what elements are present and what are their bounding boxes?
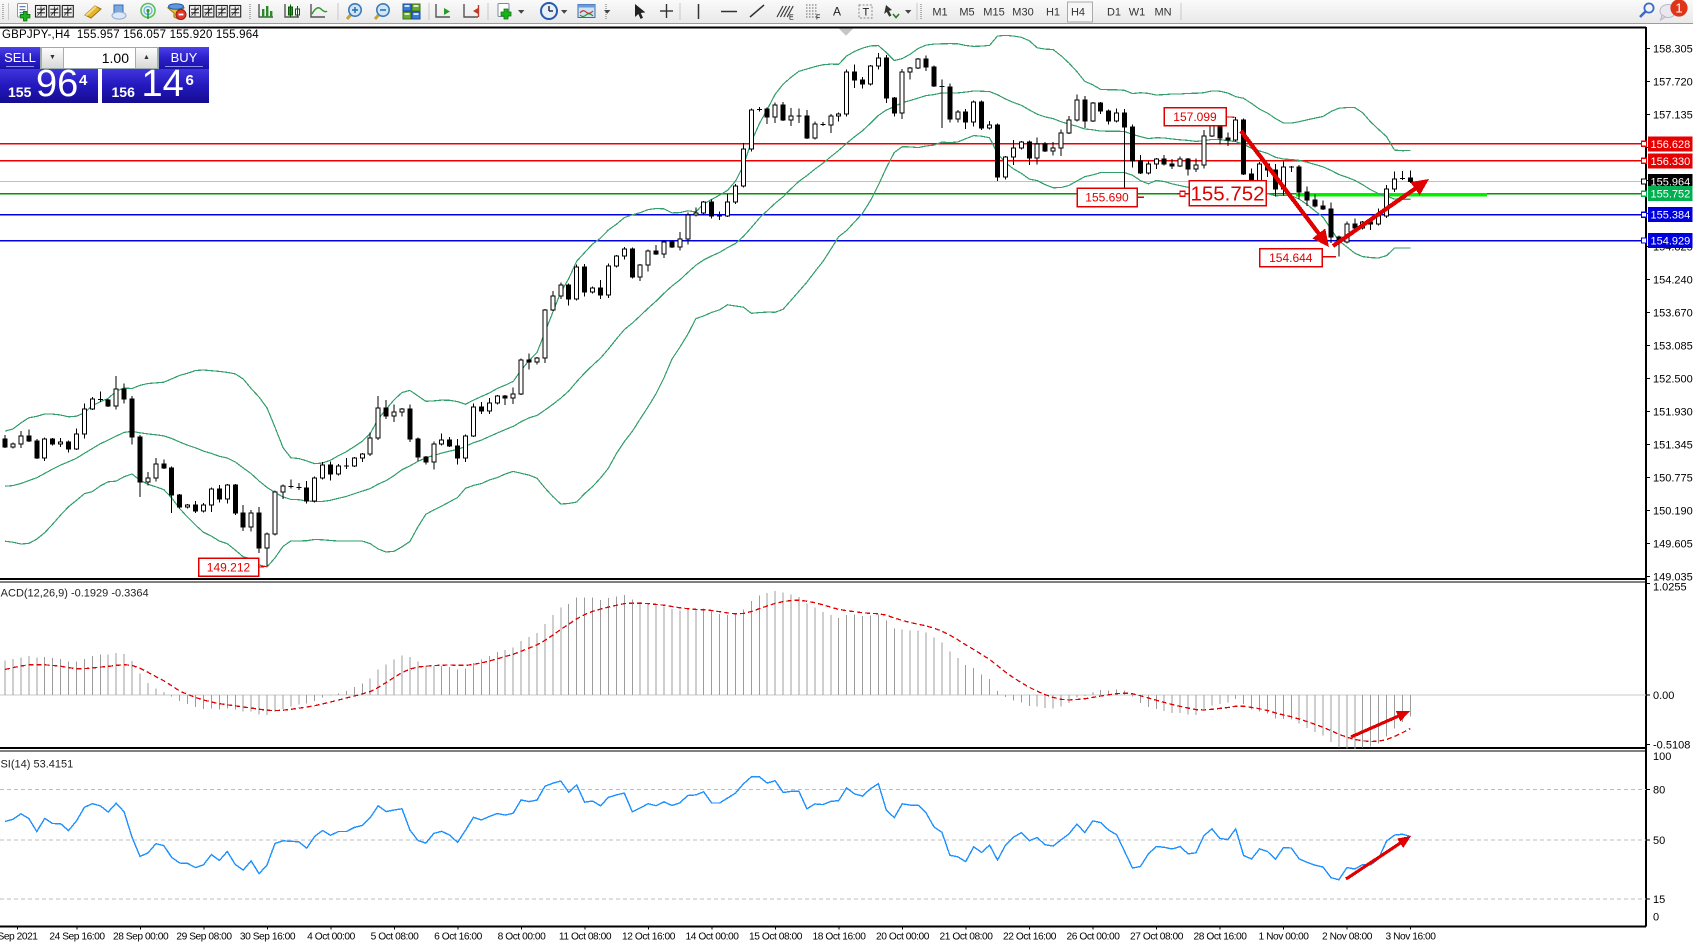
svg-text:28 Oct 16:00: 28 Oct 16:00 — [1194, 932, 1248, 943]
svg-text:A: A — [833, 5, 841, 19]
svg-text:14 Oct 00:00: 14 Oct 00:00 — [686, 932, 740, 943]
svg-text:157.720: 157.720 — [1653, 76, 1693, 88]
svg-text:28 Sep 00:00: 28 Sep 00:00 — [113, 932, 169, 943]
svg-text:2 Nov 08:00: 2 Nov 08:00 — [1322, 932, 1373, 943]
svg-text:MACD(12,26,9) -0.1929 -0.3364: MACD(12,26,9) -0.1929 -0.3364 — [0, 588, 149, 600]
svg-text:153.085: 153.085 — [1653, 340, 1693, 352]
svg-text:151.930: 151.930 — [1653, 406, 1693, 418]
svg-text:M15: M15 — [983, 7, 1004, 19]
svg-text:1 Nov 00:00: 1 Nov 00:00 — [1259, 932, 1310, 943]
svg-text:157.135: 157.135 — [1653, 109, 1693, 121]
svg-text:-0.5108: -0.5108 — [1653, 740, 1690, 752]
svg-text:50: 50 — [1653, 835, 1665, 847]
svg-text:80: 80 — [1653, 785, 1665, 797]
svg-text:E: E — [789, 15, 794, 22]
svg-text:156.628: 156.628 — [1651, 139, 1691, 151]
svg-text:24 Sep 16:00: 24 Sep 16:00 — [49, 932, 105, 943]
svg-text:F: F — [816, 15, 820, 22]
svg-text:150.190: 150.190 — [1653, 505, 1693, 517]
svg-text:149.212: 149.212 — [207, 560, 251, 574]
svg-text:T: T — [863, 7, 870, 19]
svg-text:154.929: 154.929 — [1651, 236, 1691, 248]
svg-text:21 Oct 08:00: 21 Oct 08:00 — [940, 932, 994, 943]
svg-text:150.775: 150.775 — [1653, 472, 1693, 484]
svg-text:158.305: 158.305 — [1653, 43, 1693, 55]
svg-text:153.670: 153.670 — [1653, 307, 1693, 319]
svg-text:M1: M1 — [932, 7, 947, 19]
svg-text:154.644: 154.644 — [1269, 251, 1313, 265]
svg-text:H4: H4 — [1071, 7, 1085, 19]
svg-text:18 Oct 16:00: 18 Oct 16:00 — [813, 932, 867, 943]
svg-text:155.690: 155.690 — [1085, 191, 1129, 205]
svg-text:27 Oct 08:00: 27 Oct 08:00 — [1130, 932, 1184, 943]
svg-text:11 Oct 08:00: 11 Oct 08:00 — [559, 932, 612, 943]
svg-text:20 Oct 00:00: 20 Oct 00:00 — [876, 932, 930, 943]
svg-text:151.345: 151.345 — [1653, 439, 1693, 451]
svg-text:1: 1 — [1675, 1, 1682, 16]
svg-text:152.500: 152.500 — [1653, 373, 1693, 385]
svg-text:3 Nov 16:00: 3 Nov 16:00 — [1386, 932, 1437, 943]
svg-text:M30: M30 — [1012, 7, 1033, 19]
svg-text:4 Oct 00:00: 4 Oct 00:00 — [307, 932, 356, 943]
svg-text:MN: MN — [1154, 7, 1171, 19]
svg-text:15 Oct 08:00: 15 Oct 08:00 — [749, 932, 803, 943]
svg-text:100: 100 — [1653, 751, 1671, 763]
svg-text:1.0255: 1.0255 — [1653, 582, 1687, 594]
svg-text:RSI(14) 53.4151: RSI(14) 53.4151 — [0, 759, 73, 771]
svg-text:M5: M5 — [959, 7, 974, 19]
svg-text:155.384: 155.384 — [1651, 210, 1691, 222]
svg-text:H1: H1 — [1046, 7, 1060, 19]
svg-text:156.330: 156.330 — [1651, 156, 1691, 168]
svg-text:30 Sep 16:00: 30 Sep 16:00 — [240, 932, 296, 943]
svg-text:155.752: 155.752 — [1651, 189, 1691, 201]
svg-text:155.752: 155.752 — [1190, 182, 1264, 205]
svg-text:155.964: 155.964 — [1651, 177, 1691, 189]
svg-text:D1: D1 — [1107, 7, 1121, 19]
svg-text:157.099: 157.099 — [1173, 110, 1217, 124]
svg-text:149.605: 149.605 — [1653, 538, 1693, 550]
svg-text:149.035: 149.035 — [1653, 571, 1693, 583]
svg-text:W1: W1 — [1129, 7, 1146, 19]
svg-text:0: 0 — [1653, 912, 1659, 924]
svg-text:26 Oct 00:00: 26 Oct 00:00 — [1067, 932, 1121, 943]
svg-text:29 Sep 08:00: 29 Sep 08:00 — [176, 932, 232, 943]
svg-text:22 Oct 16:00: 22 Oct 16:00 — [1003, 932, 1057, 943]
svg-text:15: 15 — [1653, 894, 1665, 906]
svg-text:5 Oct 08:00: 5 Oct 08:00 — [371, 932, 420, 943]
svg-text:0.00: 0.00 — [1653, 690, 1674, 702]
svg-text:Sep 2021: Sep 2021 — [0, 932, 38, 943]
svg-text:6 Oct 16:00: 6 Oct 16:00 — [434, 932, 483, 943]
svg-text:8 Oct 00:00: 8 Oct 00:00 — [498, 932, 547, 943]
svg-text:154.240: 154.240 — [1653, 274, 1693, 286]
svg-text:12 Oct 16:00: 12 Oct 16:00 — [622, 932, 676, 943]
